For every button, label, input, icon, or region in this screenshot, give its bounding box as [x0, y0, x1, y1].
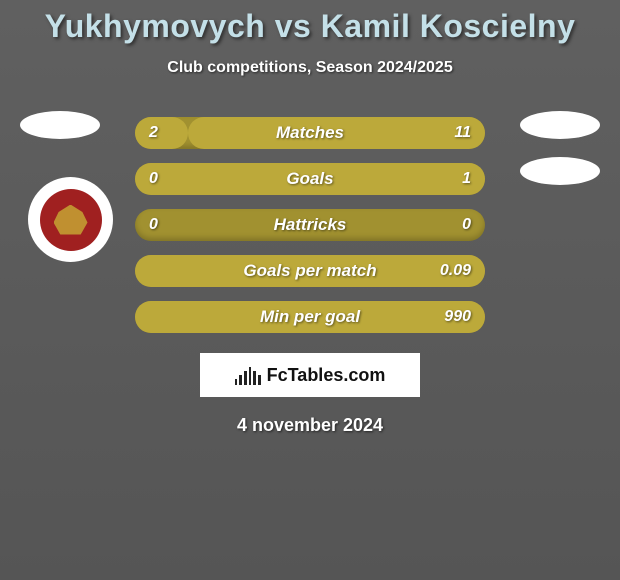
- stat-label: Goals: [205, 169, 415, 189]
- player-right-badge-1: [520, 111, 600, 139]
- brand-text: FcTables.com: [267, 365, 386, 386]
- date-label: 4 november 2024: [0, 415, 620, 436]
- stat-value-left: 0: [135, 170, 205, 188]
- club-logo: [28, 177, 113, 262]
- stat-label: Hattricks: [205, 215, 415, 235]
- stat-value-right: 990: [415, 308, 485, 326]
- stat-row: 2Matches11: [135, 117, 485, 149]
- stat-value-right: 0: [415, 216, 485, 234]
- stat-label: Goals per match: [205, 261, 415, 281]
- player-right-badge-2: [520, 157, 600, 185]
- stat-value-left: 0: [135, 216, 205, 234]
- stat-row: Goals per match0.09: [135, 255, 485, 287]
- stat-value-right: 11: [415, 124, 485, 142]
- page-title: Yukhymovych vs Kamil Koscielny: [0, 8, 620, 45]
- stat-bars: 2Matches110Goals10Hattricks0Goals per ma…: [135, 117, 485, 333]
- chart-icon: [235, 365, 261, 385]
- stat-row: 0Hattricks0: [135, 209, 485, 241]
- subtitle: Club competitions, Season 2024/2025: [0, 59, 620, 77]
- stat-value-right: 0.09: [415, 262, 485, 280]
- player-left-badge: [20, 111, 100, 139]
- stat-row: Min per goal990: [135, 301, 485, 333]
- stat-value-right: 1: [415, 170, 485, 188]
- stat-row: 0Goals1: [135, 163, 485, 195]
- brand-footer: FcTables.com: [200, 353, 420, 397]
- stat-value-left: 2: [135, 124, 205, 142]
- stat-label: Matches: [205, 123, 415, 143]
- stats-area: 2Matches110Goals10Hattricks0Goals per ma…: [0, 117, 620, 436]
- stat-label: Min per goal: [205, 307, 415, 327]
